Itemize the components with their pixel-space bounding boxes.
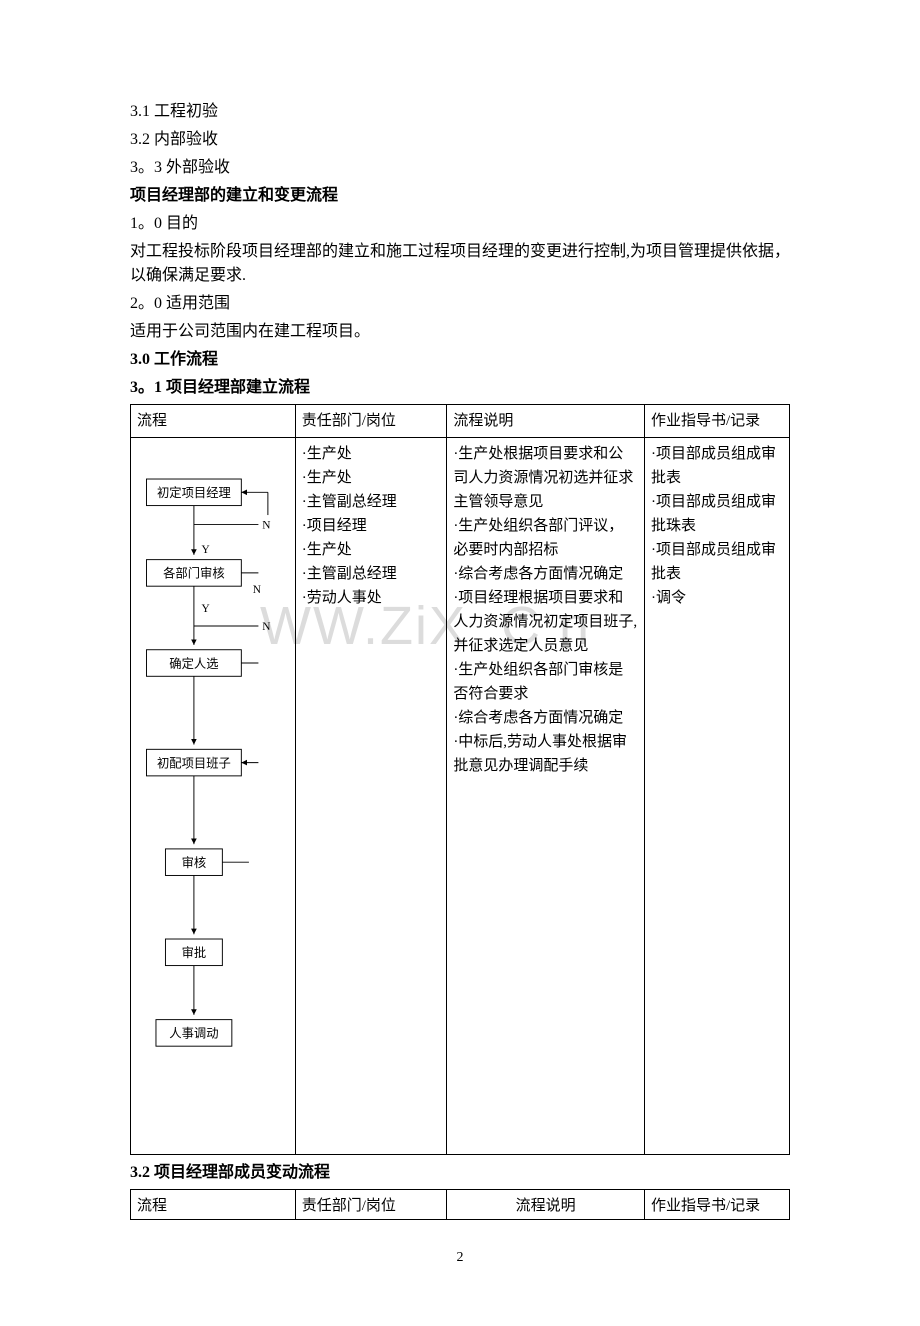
table-process-1: 流程 责任部门/岗位 流程说明 作业指导书/记录 初定项目经 bbox=[130, 404, 790, 1155]
flow-label-y1: Y bbox=[201, 544, 209, 556]
t2-c3: 流程说明 bbox=[447, 1190, 645, 1220]
table-process-2-header: 流程 责任部门/岗位 流程说明 作业指导书/记录 bbox=[130, 1189, 790, 1220]
text-3-2: 3.2 内部验收 bbox=[130, 128, 790, 152]
text-3-3: 3。3 外部验收 bbox=[130, 156, 790, 180]
th-dept: 责任部门/岗位 bbox=[295, 405, 447, 438]
th-record: 作业指导书/记录 bbox=[645, 405, 790, 438]
t2-c4: 作业指导书/记录 bbox=[645, 1190, 790, 1220]
flow-label-y2: Y bbox=[201, 603, 209, 615]
flow-label-n2: N bbox=[253, 584, 261, 596]
cell-flowchart: 初定项目经理 N Y 各部门审核 N bbox=[131, 438, 296, 1155]
cell-dept: ·生产处 ·生产处 ·主管副总经理 ·项目经理 ·生产处 ·主管副总经理 ·劳动… bbox=[295, 438, 447, 1155]
heading-3-1: 3。1 项目经理部建立流程 bbox=[130, 376, 790, 400]
heading-flow-title: 项目经理部的建立和变更流程 bbox=[130, 184, 790, 208]
text-3-1: 3.1 工程初验 bbox=[130, 100, 790, 124]
flow-node-3: 确定人选 bbox=[169, 656, 218, 671]
flow-node-1: 初定项目经理 bbox=[157, 485, 231, 500]
flow-node-4: 初配项目班子 bbox=[157, 756, 231, 770]
flow-label-n1: N bbox=[262, 519, 270, 531]
text-scope: 适用于公司范围内在建工程项目。 bbox=[130, 320, 790, 344]
text-purpose: 对工程投标阶段项目经理部的建立和施工过程项目经理的变更进行控制,为项目管理提供依… bbox=[130, 240, 790, 288]
text-2-0: 2。0 适用范围 bbox=[130, 292, 790, 316]
page-number: 2 bbox=[130, 1250, 790, 1266]
table-header-row: 流程 责任部门/岗位 流程说明 作业指导书/记录 bbox=[131, 405, 790, 438]
th-flow: 流程 bbox=[131, 405, 296, 438]
heading-3-2: 3.2 项目经理部成员变动流程 bbox=[130, 1161, 790, 1185]
cell-record: ·项目部成员组成审批表 ·项目部成员组成审批珠表 ·项目部成员组成审批表 ·调令 bbox=[645, 438, 790, 1155]
cell-desc: ·生产处根据项目要求和公司人力资源情况初选并征求主管领导意见 ·生产处组织各部门… bbox=[447, 438, 645, 1155]
flow-node-6: 审批 bbox=[182, 945, 207, 960]
t2-c1: 流程 bbox=[131, 1190, 296, 1220]
flow-label-n3: N bbox=[262, 621, 270, 633]
flow-node-5: 审核 bbox=[182, 855, 207, 870]
text-1-0: 1。0 目的 bbox=[130, 212, 790, 236]
heading-3-0: 3.0 工作流程 bbox=[130, 348, 790, 372]
flow-node-7: 人事调动 bbox=[169, 1027, 218, 1041]
t2-c2: 责任部门/岗位 bbox=[295, 1190, 447, 1220]
th-desc: 流程说明 bbox=[447, 405, 645, 438]
flowchart-svg: 初定项目经理 N Y 各部门审核 N bbox=[137, 442, 289, 1142]
table-body-row: 初定项目经理 N Y 各部门审核 N bbox=[131, 438, 790, 1155]
flow-node-2: 各部门审核 bbox=[163, 566, 225, 581]
table2-header-row: 流程 责任部门/岗位 流程说明 作业指导书/记录 bbox=[131, 1190, 790, 1220]
